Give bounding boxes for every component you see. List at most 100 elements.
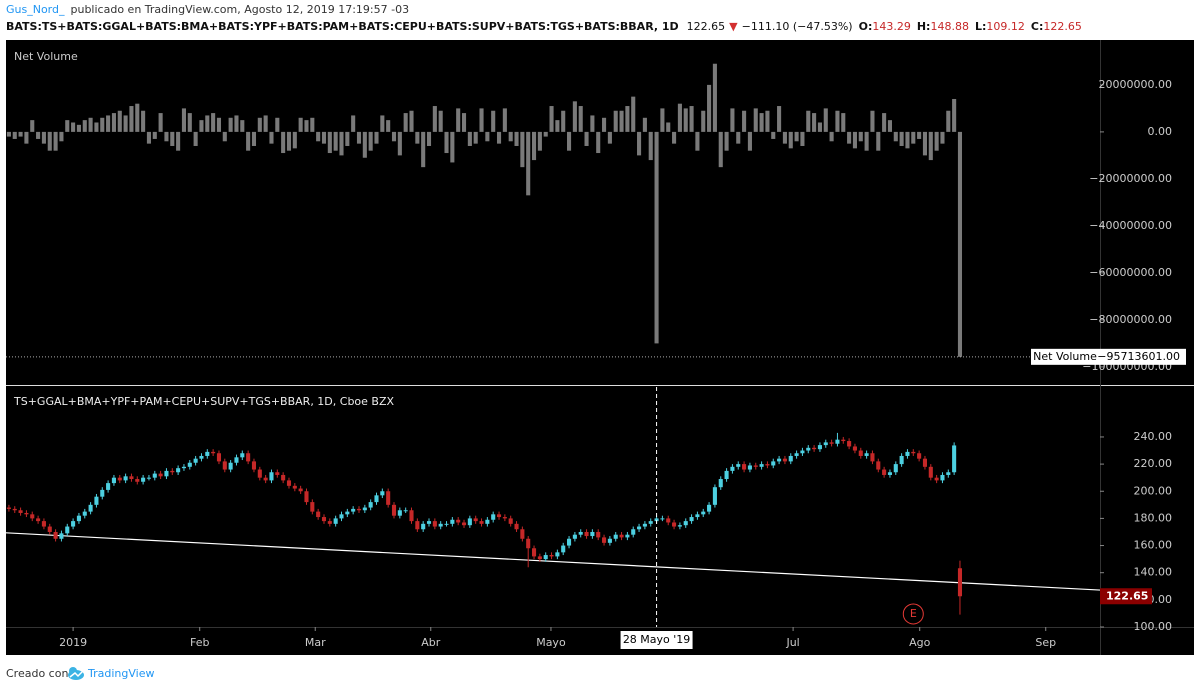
candle-body (94, 496, 99, 505)
candle-body (619, 534, 624, 538)
symbol-line: BATS:TS+BATS:GGAL+BATS:BMA+BATS:YPF+BATS… (6, 20, 1082, 33)
volume-bar (578, 106, 583, 132)
volume-bar (234, 115, 239, 132)
candle-body (269, 472, 274, 481)
author[interactable]: Gus_Nord_ (6, 3, 65, 16)
volume-bar (47, 131, 52, 151)
candle-body (403, 510, 408, 512)
volume-bar (753, 108, 758, 132)
candle-body (71, 521, 76, 527)
candle-body (187, 462, 192, 467)
candle-body (199, 455, 204, 459)
volume-bar (531, 131, 537, 161)
candle-body (806, 447, 811, 451)
footer-text: Creado con (6, 667, 68, 680)
high-value: 148.88 (930, 20, 969, 33)
volume-title: Net Volume (14, 50, 78, 63)
volume-bar (432, 106, 437, 132)
candle-body (111, 477, 116, 484)
volume-bar (800, 131, 805, 146)
volume-bar (269, 131, 274, 144)
volume-bar (765, 110, 770, 132)
volume-bar (181, 108, 186, 132)
candle-body (940, 474, 945, 481)
last-value-box (1100, 348, 1186, 365)
volume-bar (111, 113, 116, 132)
volume-bar (952, 98, 957, 132)
candle-body (502, 517, 507, 519)
volume-bar (129, 106, 134, 132)
candle-body (176, 468, 181, 473)
candle-body (170, 470, 175, 473)
volume-bar (304, 120, 309, 132)
candle-body (24, 512, 29, 515)
x-tick-label: Jul (785, 636, 799, 649)
candle-body (426, 521, 432, 524)
volume-bar (386, 120, 391, 132)
volume-bar (135, 103, 140, 132)
candle-body (520, 529, 525, 539)
candle-body (887, 472, 892, 475)
volume-bar (362, 131, 367, 158)
x-tick-label: Mar (305, 636, 326, 649)
candle-body (782, 458, 787, 462)
footer-brand[interactable]: TradingView (87, 667, 154, 680)
volume-bar (596, 131, 601, 154)
candle-body (12, 508, 17, 511)
candle-body (672, 522, 677, 527)
volume-bar (899, 131, 904, 146)
high-label: H: (917, 20, 931, 33)
tradingview-logo[interactable] (68, 667, 85, 680)
volume-bar (660, 108, 665, 132)
candle-body (193, 458, 198, 463)
candle-body (788, 455, 793, 462)
candle-body (123, 476, 128, 481)
candle-body (584, 531, 589, 537)
trendline (5, 532, 1101, 591)
volume-bar (205, 115, 210, 132)
volume-bar (333, 131, 338, 151)
symbol: BATS:TS+BATS:GGAL+BATS:BMA+BATS:YPF+BATS… (6, 20, 679, 33)
volume-bar (812, 113, 817, 132)
close-value: 122.65 (1043, 20, 1082, 33)
candle-body (281, 474, 286, 481)
candle-body (946, 472, 951, 475)
candle-body (397, 510, 402, 516)
volume-bar (806, 110, 811, 132)
volume-bar (712, 63, 717, 132)
volume-bar (106, 115, 111, 132)
price-tag-box (1100, 588, 1152, 605)
candle-body (753, 465, 758, 467)
volume-bar (374, 131, 379, 144)
candle-body (246, 453, 251, 462)
candle-body (724, 470, 729, 480)
candle-body (730, 466, 735, 471)
volume-bar (152, 131, 157, 139)
volume-bar (648, 131, 653, 161)
volume-bar (619, 110, 624, 132)
volume-bar (199, 120, 204, 132)
volume-bar (870, 110, 875, 132)
y-tick-label: 140.00 (1134, 566, 1173, 579)
volume-bar (65, 120, 70, 132)
volume-bar (567, 131, 572, 151)
volume-bar (18, 131, 23, 137)
volume-bar (788, 131, 793, 149)
volume-bar (12, 131, 17, 139)
candle-body (572, 534, 577, 539)
volume-bar (368, 131, 373, 151)
volume-bar (934, 131, 939, 151)
y-tick-label: 100.00 (1134, 620, 1173, 633)
volume-bar (526, 131, 531, 196)
volume-bar (911, 131, 916, 144)
price-title: TS+GGAL+BMA+YPF+PAM+CEPU+SUPV+TGS+BBAR, … (13, 395, 395, 408)
candle-body (817, 445, 822, 450)
candle-body (158, 473, 163, 477)
volume-bar (228, 117, 233, 132)
volume-bar (654, 131, 659, 344)
candle-body (537, 556, 542, 560)
candle-body (205, 451, 210, 456)
candle-body (36, 518, 41, 522)
volume-bar (887, 120, 892, 132)
candle-body (298, 488, 303, 492)
